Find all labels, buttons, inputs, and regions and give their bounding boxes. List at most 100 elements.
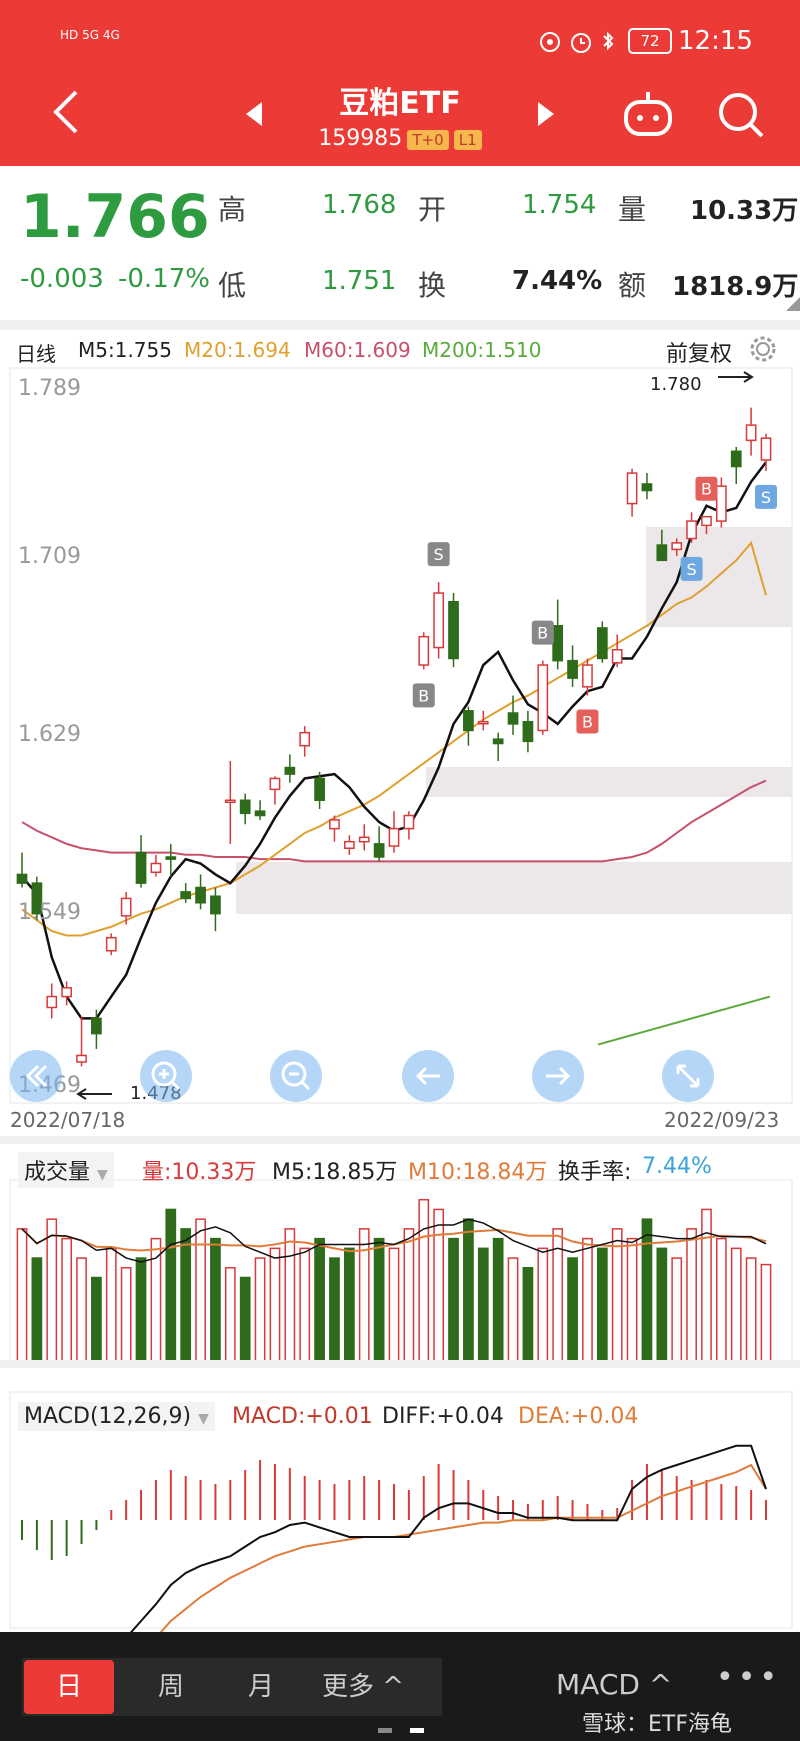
adjust-mode-button[interactable]: 前复权: [666, 342, 733, 367]
volume-label: 量: [618, 193, 647, 226]
tab-week[interactable]: 周: [157, 1672, 184, 1702]
volume-m10: M10:18.84万: [408, 1160, 548, 1185]
settings-button[interactable]: [748, 334, 778, 368]
volume-bar: [745, 1257, 757, 1366]
trade-marker-s: [755, 484, 777, 509]
volume-bar: [105, 1247, 117, 1366]
trade-marker-b: [531, 620, 554, 645]
volume-bar: [448, 1237, 459, 1366]
pan-right-button[interactable]: [532, 1050, 584, 1102]
high-label: 高: [218, 193, 247, 226]
trade-marker-s: [680, 556, 703, 581]
trade-marker-b: [412, 683, 435, 708]
turnover-rate-value: 7.44%: [642, 1154, 712, 1179]
candle-body: [522, 720, 534, 743]
candle-body: [210, 895, 221, 915]
volume-bar: [299, 1247, 311, 1366]
period-label: 日线: [16, 342, 56, 366]
open-label: 开: [418, 193, 447, 226]
volume-bar: [433, 1208, 445, 1366]
zoom-out-button[interactable]: [270, 1050, 322, 1102]
volume-bar: [611, 1228, 623, 1366]
volume-bar: [254, 1257, 266, 1366]
tab-more[interactable]: 更多 ^: [322, 1660, 404, 1714]
arrow-right-icon: [546, 1066, 571, 1086]
candle-body: [582, 664, 593, 688]
volume-bar: [76, 1257, 87, 1366]
more-options-button[interactable]: •••: [716, 1660, 781, 1695]
candle-body: [91, 1017, 102, 1035]
candle-body: [730, 450, 742, 468]
tab-day[interactable]: 日: [24, 1660, 114, 1714]
macd-indicator-select[interactable]: MACD(12,26,9) ▼: [18, 1402, 215, 1431]
volume-indicator-select[interactable]: 成交量 ▼: [18, 1152, 114, 1188]
scroll-left-button[interactable]: [10, 1050, 62, 1102]
candle-body: [165, 856, 177, 860]
candle-body: [463, 710, 474, 732]
trade-marker-text: B: [418, 686, 429, 705]
volume-bar: [463, 1218, 474, 1366]
section-divider: [0, 1360, 800, 1368]
candle-body: [120, 897, 132, 917]
prev-stock-button[interactable]: [244, 100, 264, 132]
section-divider: [0, 320, 800, 330]
back-button[interactable]: [50, 88, 80, 140]
volume-bar: [522, 1267, 534, 1366]
volume-bar: [210, 1237, 221, 1366]
candle-body: [180, 891, 192, 900]
candle-body: [701, 515, 712, 527]
end-date: 2022/09/23: [664, 1108, 780, 1132]
amount-label: 额: [618, 269, 647, 302]
battery-indicator: 72: [628, 28, 672, 54]
trade-marker-s: [427, 542, 450, 567]
low-value: 1.751: [322, 266, 397, 296]
expand-corner-icon[interactable]: [786, 296, 800, 315]
trade-marker-text: B: [582, 713, 593, 732]
candle-body: [314, 777, 325, 802]
high-value: 1.768: [322, 190, 397, 220]
volume-bar: [656, 1247, 668, 1366]
ma20-line: [21, 540, 767, 937]
next-stock-button[interactable]: [536, 100, 556, 132]
turnover-value: 7.44%: [512, 266, 603, 296]
tab-month[interactable]: 月: [247, 1672, 274, 1702]
bottom-toolbar: 日 周 月 更多 ^ MACD ^ ••• 雪球：ETF海龟: [0, 1632, 800, 1741]
robot-icon: [624, 92, 672, 136]
ma5-label: M5:1.755: [78, 338, 172, 362]
volume-bar: [418, 1198, 430, 1366]
zoom-in-button[interactable]: [140, 1050, 192, 1102]
candle-body: [31, 882, 43, 915]
max-arrow: [718, 371, 754, 383]
volume-bar: [537, 1247, 549, 1366]
candle-body: [671, 542, 683, 551]
chevron-down-icon: ▼: [97, 1167, 108, 1183]
network-status: HD 5G 4G: [60, 28, 120, 42]
kline-frame: [9, 367, 793, 1104]
candle-body: [135, 851, 147, 884]
ma20-label: M20:1.694: [184, 338, 291, 362]
volume-bar: [671, 1257, 683, 1366]
indicator-switch[interactable]: MACD ^: [556, 1668, 672, 1701]
volume-bar: [135, 1257, 147, 1366]
volume-bar: [180, 1228, 192, 1366]
volume-m5-line: [21, 1218, 767, 1263]
candle-body: [477, 720, 489, 725]
volume-bar: [269, 1247, 281, 1366]
search-button[interactable]: [716, 90, 766, 144]
robot-assistant-button[interactable]: [622, 90, 674, 142]
amount-value: 1818.9万: [672, 272, 799, 302]
volume-m5: M5:18.85万: [272, 1160, 398, 1185]
volume-bar: [314, 1237, 325, 1366]
candle-body: [224, 799, 236, 804]
candle-body: [418, 635, 430, 666]
pan-left-button[interactable]: [402, 1050, 454, 1102]
volume-bar: [567, 1257, 578, 1366]
candle-body: [492, 738, 504, 745]
trade-marker-text: S: [434, 545, 444, 564]
chevron-down-icon: ▼: [198, 1411, 209, 1427]
ma200-line: [597, 995, 771, 1046]
price-change: -0.003: [20, 264, 104, 294]
candle-body: [388, 827, 400, 847]
fullscreen-button[interactable]: [662, 1050, 714, 1102]
